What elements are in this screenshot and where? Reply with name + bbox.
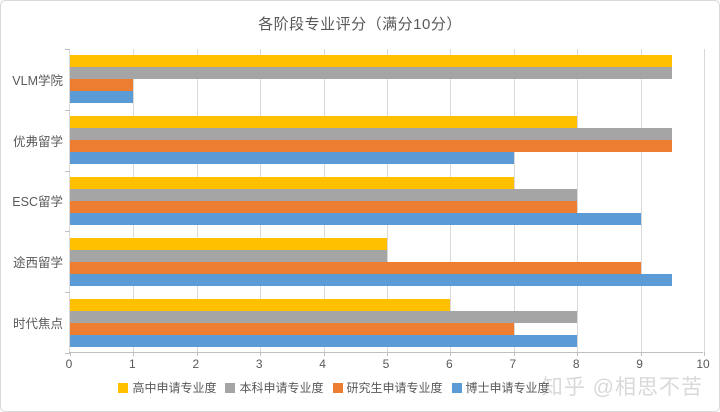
legend-label: 博士申请专业度	[465, 381, 550, 395]
y-tick-mark	[65, 170, 70, 172]
x-tick-label: 6	[446, 357, 453, 371]
bar	[70, 55, 673, 68]
bar	[70, 334, 578, 347]
bar-group-1	[70, 49, 703, 110]
legend-label: 研究生申请专业度	[346, 381, 443, 395]
x-tick-mark	[640, 352, 642, 356]
legend: 高中申请专业度 本科申请专业度 研究生申请专业度 博士申请专业度	[1, 379, 693, 396]
bar-group-5	[70, 292, 703, 353]
legend-item: 研究生申请专业度	[332, 379, 443, 396]
category-label: ESC留学	[12, 195, 63, 210]
x-tick-mark	[323, 352, 325, 356]
bar	[70, 298, 451, 311]
bar	[70, 128, 673, 141]
y-tick-mark	[65, 231, 70, 233]
bar	[70, 116, 578, 129]
x-tick-label: 8	[572, 357, 580, 371]
bar	[70, 140, 673, 153]
x-tick-label: 1	[129, 357, 136, 371]
x-tick-mark	[387, 352, 388, 356]
x-tick-mark	[196, 352, 198, 356]
x-tick-label: 0	[65, 357, 73, 371]
bar	[70, 310, 578, 323]
bar	[70, 67, 673, 80]
watermark: 知乎 @相思不苦	[541, 376, 703, 399]
bar	[70, 188, 578, 201]
gridline	[640, 49, 642, 352]
value-axis: 0 1 2 3 4 5 6 7 8 9 10	[65, 357, 710, 371]
legend-swatch-icon	[451, 382, 462, 393]
gridline	[577, 49, 579, 352]
x-tick-mark	[133, 352, 135, 356]
x-tick-label: 7	[509, 357, 517, 371]
legend-item: 本科申请专业度	[225, 379, 324, 396]
legend-swatch-icon	[225, 382, 236, 393]
bar	[70, 176, 514, 189]
legend-item: 高中申请专业度	[118, 379, 216, 396]
bar	[70, 249, 387, 262]
plot-area	[65, 49, 705, 356]
x-tick-mark	[260, 352, 262, 356]
x-tick-label: 4	[319, 357, 326, 371]
bar	[70, 200, 578, 213]
category-label: 优弗留学	[12, 134, 63, 149]
x-tick-mark	[704, 352, 705, 356]
gridline	[704, 49, 705, 352]
bar	[70, 237, 387, 250]
legend-label: 高中申请专业度	[132, 381, 217, 395]
chart-title: 各阶段专业评分（满分10分）	[258, 16, 462, 33]
bar	[70, 261, 641, 274]
y-tick-mark	[65, 292, 70, 294]
bar	[70, 322, 514, 335]
x-tick-label: 10	[696, 357, 710, 371]
bar	[70, 152, 514, 165]
bar	[70, 212, 641, 225]
category-label: 途西留学	[12, 256, 63, 271]
x-tick-mark	[577, 352, 579, 356]
x-tick-label: 3	[255, 357, 263, 371]
legend-swatch-icon	[332, 382, 343, 393]
y-tick-mark	[65, 49, 70, 50]
category-label: 时代焦点	[12, 317, 63, 332]
bar-group-4	[70, 231, 703, 292]
x-tick-mark	[513, 352, 515, 356]
x-tick-label: 2	[192, 357, 200, 371]
bar-group-2	[70, 110, 703, 171]
x-tick-label: 5	[382, 357, 390, 371]
x-tick-mark	[450, 352, 452, 356]
y-tick-mark	[65, 353, 70, 354]
x-tick-label: 9	[636, 357, 643, 371]
bar	[70, 91, 134, 104]
legend-item: 博士申请专业度	[451, 379, 550, 396]
category-axis: VLM学院优弗留学 ESC留学途西留学时代焦点	[1, 49, 63, 353]
legend-swatch-icon	[118, 382, 129, 393]
bar	[70, 79, 134, 92]
bar	[70, 273, 673, 286]
category-label: VLM学院	[12, 73, 63, 88]
bar-group-3	[70, 171, 703, 232]
x-tick-mark	[70, 352, 71, 356]
legend-label: 本科申请专业度	[239, 381, 324, 395]
y-tick-mark	[65, 109, 70, 111]
